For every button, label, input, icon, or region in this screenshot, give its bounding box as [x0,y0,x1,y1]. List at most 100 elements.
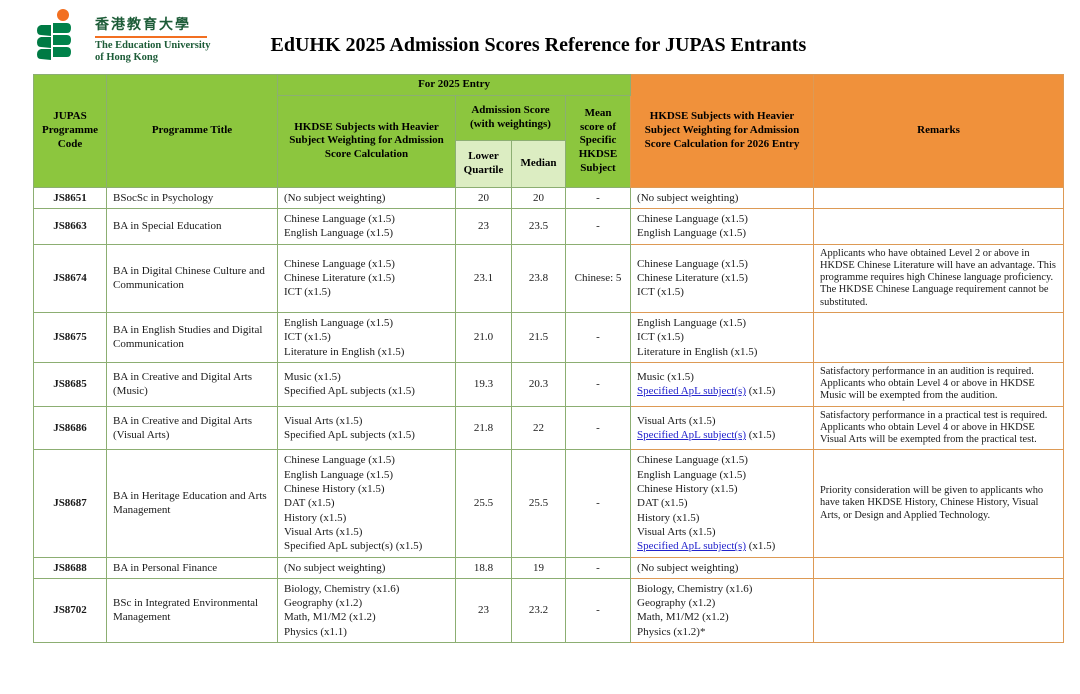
header-subjects-2026: HKDSE Subjects with Heavier Subject Weig… [630,74,815,188]
programme-code-cell: JS8675 [33,311,107,363]
subject-line: Physics (x1.2)* [637,625,706,638]
remarks-cell [813,556,1065,579]
mean-score-cell: - [564,556,632,579]
subjects-2025-cell: English Language (x1.5) ICT (x1.5) Literat… [277,311,456,363]
table-row: JS8702 BSc in Integrated Environmental Ma… [33,577,1065,644]
subject-line: Chinese Language (x1.5) [637,213,748,226]
mean-score-cell: - [564,405,632,451]
subject-line: (No subject weighting) [637,191,739,204]
table-row: JS8674 BA in Digital Chinese Culture and … [33,243,1065,313]
subjects-2025-cell: Chinese Language (x1.5) Chinese Literatur… [277,243,456,313]
table-row: JS8688 BA in Personal Finance (No subject … [33,556,1065,579]
table-row: JS8651 BSocSc in Psychology (No subject we… [33,186,1065,210]
programme-title-cell: BA in Creative and Digital Arts (Visual … [106,405,278,451]
programme-title-cell: BA in Creative and Digital Arts (Music) [106,361,278,407]
subject-line: Math, M1/M2 (x1.2) [637,611,729,624]
lower-quartile-cell: 23 [455,577,512,644]
header-mean-score: Mean score of Specific HKDSE Subject [564,94,632,188]
subjects-2026-cell: (No subject weighting) [630,186,815,210]
header-programme-title: Programme Title [106,74,278,188]
subject-line: Visual Arts (x1.5) [637,414,716,427]
programme-code-cell: JS8651 [33,186,107,210]
subjects-2026-cell: Chinese Language (x1.5) English Language … [630,208,815,245]
subject-line: Specified ApL subject(s) (x1.5) [637,540,776,553]
specified-apl-link[interactable]: Specified ApL subject(s) [637,385,746,398]
subject-line: ICT (x1.5) [284,331,331,344]
subject-line: DAT (x1.5) [637,497,688,510]
subject-line: Specified ApL subject(s) (x1.5) [637,385,776,398]
logo-name-chinese: 香港教育大學 [95,18,191,33]
specified-apl-link[interactable]: Specified ApL subject(s) [637,429,746,442]
lower-quartile-cell: 19.3 [455,361,512,407]
specified-apl-link[interactable]: Specified ApL subject(s) [637,540,746,553]
subject-line: (No subject weighting) [284,561,386,574]
subject-line: Literature in English (x1.5) [637,345,758,358]
programme-code-cell: JS8702 [33,577,107,644]
subject-line: Music (x1.5) [284,370,341,383]
median-cell: 23.2 [511,577,566,644]
eduhk-logo-text: 香港教育大學 The Education University of Hong … [95,8,211,64]
subject-line: Specified ApL subjects (x1.5) [284,385,415,398]
subject-line: English Language (x1.5) [637,227,747,240]
logo-name-english-line2: of Hong Kong [95,52,159,64]
programme-title-cell: BSc in Integrated Environmental Manageme… [106,577,278,644]
subject-line: Biology, Chemistry (x1.6) [284,582,400,595]
subjects-2025-cell: Chinese Language (x1.5) English Language … [277,449,456,558]
subject-line: Geography (x1.2) [284,597,363,610]
page-title: EdUHK 2025 Admission Scores Reference fo… [270,34,807,56]
table-row: JS8663 BA in Special Education Chinese Lan… [33,208,1065,245]
mean-score-cell: - [564,449,632,558]
subject-line: (No subject weighting) [284,191,386,204]
remarks-cell: Satisfactory performance in an audition … [813,361,1065,407]
remarks-cell [813,208,1065,245]
subject-line: Chinese Literature (x1.5) [284,272,395,285]
table-body: JS8651 BSocSc in Psychology (No subject we… [33,186,1065,644]
subject-line: Specified ApL subjects (x1.5) [284,429,415,442]
subjects-2025-cell: (No subject weighting) [277,186,456,210]
programme-code-cell: JS8674 [33,243,107,313]
lower-quartile-cell: 18.8 [455,556,512,579]
mean-score-cell: Chinese: 5 [564,243,632,313]
lower-quartile-cell: 23 [455,208,512,245]
subject-line: Literature in English (x1.5) [284,345,405,358]
lower-quartile-cell: 21.0 [455,311,512,363]
subject-line: English Language (x1.5) [284,227,394,240]
subject-line: Visual Arts (x1.5) [284,525,363,538]
subjects-2025-cell: Music (x1.5) Specified ApL subjects (x1.5… [277,361,456,407]
mean-score-cell: - [564,311,632,363]
median-cell: 22 [511,405,566,451]
programme-code-cell: JS8687 [33,449,107,558]
page-header: 香港教育大學 The Education University of Hong … [0,0,1080,70]
admission-scores-table: JUPAS Programme Code Programme Title For… [33,74,1065,644]
mean-score-cell: - [564,208,632,245]
header-subjects-2025: HKDSE Subjects with Heavier Subject Weig… [277,94,456,188]
subjects-2026-cell: Chinese Language (x1.5) English Language … [630,449,815,558]
subjects-2026-cell: Music (x1.5) Specified ApL subject(s) (x1… [630,361,815,407]
remarks-cell [813,311,1065,363]
median-cell: 21.5 [511,311,566,363]
median-cell: 19 [511,556,566,579]
median-cell: 23.5 [511,208,566,245]
programme-code-cell: JS8686 [33,405,107,451]
subject-line: English Language (x1.5) [284,316,394,329]
subject-line: History (x1.5) [284,511,347,524]
programme-title-cell: BA in Personal Finance [106,556,278,579]
subject-line: Chinese Language (x1.5) [284,454,395,467]
subject-line: Chinese History (x1.5) [284,483,385,496]
subject-line: English Language (x1.5) [284,468,394,481]
subject-line: English Language (x1.5) [637,468,747,481]
programme-title-cell: BA in Digital Chinese Culture and Commun… [106,243,278,313]
lower-quartile-cell: 21.8 [455,405,512,451]
subject-line: ICT (x1.5) [637,331,684,344]
subject-line: Chinese Language (x1.5) [284,257,395,270]
remarks-cell: Applicants who have obtained Level 2 or … [813,243,1065,313]
programme-title-cell: BA in English Studies and Digital Commun… [106,311,278,363]
subjects-2026-cell: Biology, Chemistry (x1.6) Geography (x1.2… [630,577,815,644]
table-row: JS8687 BA in Heritage Education and Arts … [33,449,1065,558]
table-row: JS8686 BA in Creative and Digital Arts (V… [33,405,1065,451]
subject-line: Geography (x1.2) [637,597,716,610]
table-header: JUPAS Programme Code Programme Title For… [33,74,1065,188]
lower-quartile-cell: 23.1 [455,243,512,313]
remarks-cell: Satisfactory performance in a practical … [813,405,1065,451]
programme-code-cell: JS8688 [33,556,107,579]
